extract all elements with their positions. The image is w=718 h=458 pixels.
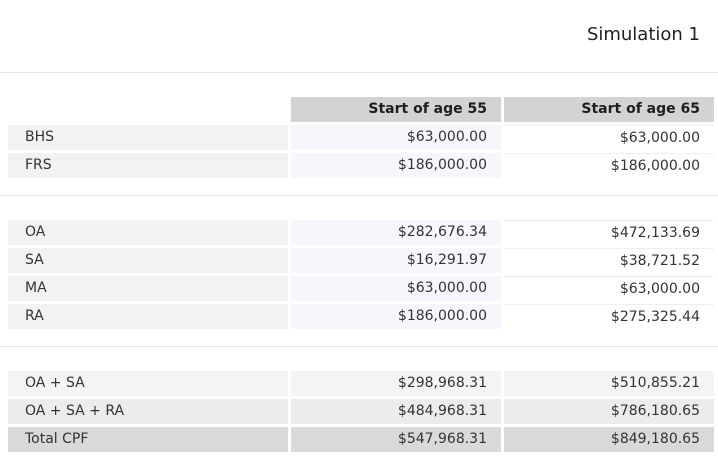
ra-age-55: $186,000.00 [291, 304, 501, 329]
row-label-oa-sa: OA + SA [8, 371, 288, 396]
frs-age-65: $186,000.00 [504, 153, 714, 178]
divider-section-1 [0, 195, 718, 196]
bhs-age-55: $63,000.00 [291, 125, 501, 150]
divider-top [0, 72, 718, 73]
oa-sa-age-65: $510,855.21 [504, 371, 714, 396]
row-label-oa: OA [8, 220, 288, 245]
page-title: Simulation 1 [586, 24, 700, 45]
sa-age-65: $38,721.52 [504, 248, 714, 273]
row-label-oa-sa-ra: OA + SA + RA [8, 399, 288, 424]
oa-sa-ra-age-65: $786,180.65 [504, 399, 714, 424]
total-cpf-age-65: $849,180.65 [504, 427, 714, 452]
oa-age-55: $282,676.34 [291, 220, 501, 245]
row-label-ma: MA [8, 276, 288, 301]
row-label-frs: FRS [8, 153, 288, 178]
ma-age-55: $63,000.00 [291, 276, 501, 301]
header-start-age-65: Start of age 65 [504, 97, 714, 122]
row-label-total-cpf: Total CPF [8, 427, 288, 452]
header-start-age-55: Start of age 55 [291, 97, 501, 122]
oa-sa-age-55: $298,968.31 [291, 371, 501, 396]
ma-age-65: $63,000.00 [504, 276, 714, 301]
bhs-age-65: $63,000.00 [504, 125, 714, 150]
oa-sa-ra-age-55: $484,968.31 [291, 399, 501, 424]
row-label-sa: SA [8, 248, 288, 273]
total-cpf-age-55: $547,968.31 [291, 427, 501, 452]
oa-age-65: $472,133.69 [504, 220, 714, 245]
row-label-bhs: BHS [8, 125, 288, 150]
ra-age-65: $275,325.44 [504, 304, 714, 329]
sa-age-55: $16,291.97 [291, 248, 501, 273]
row-label-ra: RA [8, 304, 288, 329]
divider-section-2 [0, 346, 718, 347]
header-cell-empty [8, 97, 288, 122]
frs-age-55: $186,000.00 [291, 153, 501, 178]
